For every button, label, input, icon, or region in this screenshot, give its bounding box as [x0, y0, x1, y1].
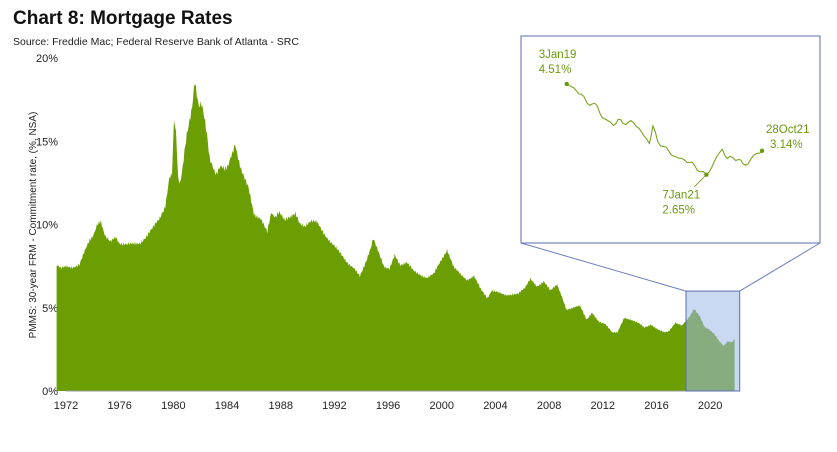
- x-tick-label: 1988: [268, 400, 292, 412]
- annotation-date-label: 28Oct21: [766, 124, 809, 136]
- rate-area-series: [56, 84, 735, 391]
- x-tick-label: 2020: [698, 400, 722, 412]
- x-tick-label: 1980: [161, 400, 185, 412]
- inset-panel: [520, 35, 821, 244]
- annotation-value-label: 2.65%: [662, 205, 695, 217]
- x-tick-label: 2016: [644, 400, 668, 412]
- y-tick-label: 20%: [36, 53, 58, 65]
- x-tick-label: 1972: [54, 400, 78, 412]
- inset-connector-left: [520, 242, 687, 292]
- annotation-point: [759, 148, 765, 153]
- annotation-value-label: 4.51%: [539, 64, 572, 76]
- y-tick-label: 0%: [42, 386, 58, 398]
- annotation-value-label: 3.14%: [770, 139, 803, 151]
- x-tick-label: 1992: [322, 400, 346, 412]
- x-tick-label: 2000: [430, 400, 454, 412]
- y-tick-label: 10%: [36, 220, 58, 232]
- y-tick-label: 5%: [42, 303, 58, 315]
- x-tick-label: 1984: [215, 400, 239, 412]
- y-axis-label: PMMS: 30-year FRM - Commitment rate, (%,…: [28, 112, 39, 339]
- x-tick-label: 1976: [107, 400, 131, 412]
- highlight-box-2018-2021: [685, 290, 741, 392]
- x-tick-label: 2012: [591, 400, 615, 412]
- y-tick-label: 15%: [36, 136, 58, 148]
- chart-source: Source: Freddie Mac; Federal Reserve Ban…: [13, 36, 299, 48]
- annotation-point: [564, 81, 569, 87]
- annotation-date-label: 3Jan19: [539, 49, 577, 61]
- annotation-leader: [694, 174, 707, 187]
- x-tick-label: 1996: [376, 400, 400, 412]
- annotation-date-label: 7Jan21: [662, 190, 700, 202]
- inset-rate-line: [566, 83, 763, 176]
- inset-connector-right: [739, 242, 821, 292]
- chart-title: Chart 8: Mortgage Rates: [13, 8, 233, 29]
- x-tick-label: 2004: [483, 400, 507, 412]
- x-tick-label: 2008: [537, 400, 561, 412]
